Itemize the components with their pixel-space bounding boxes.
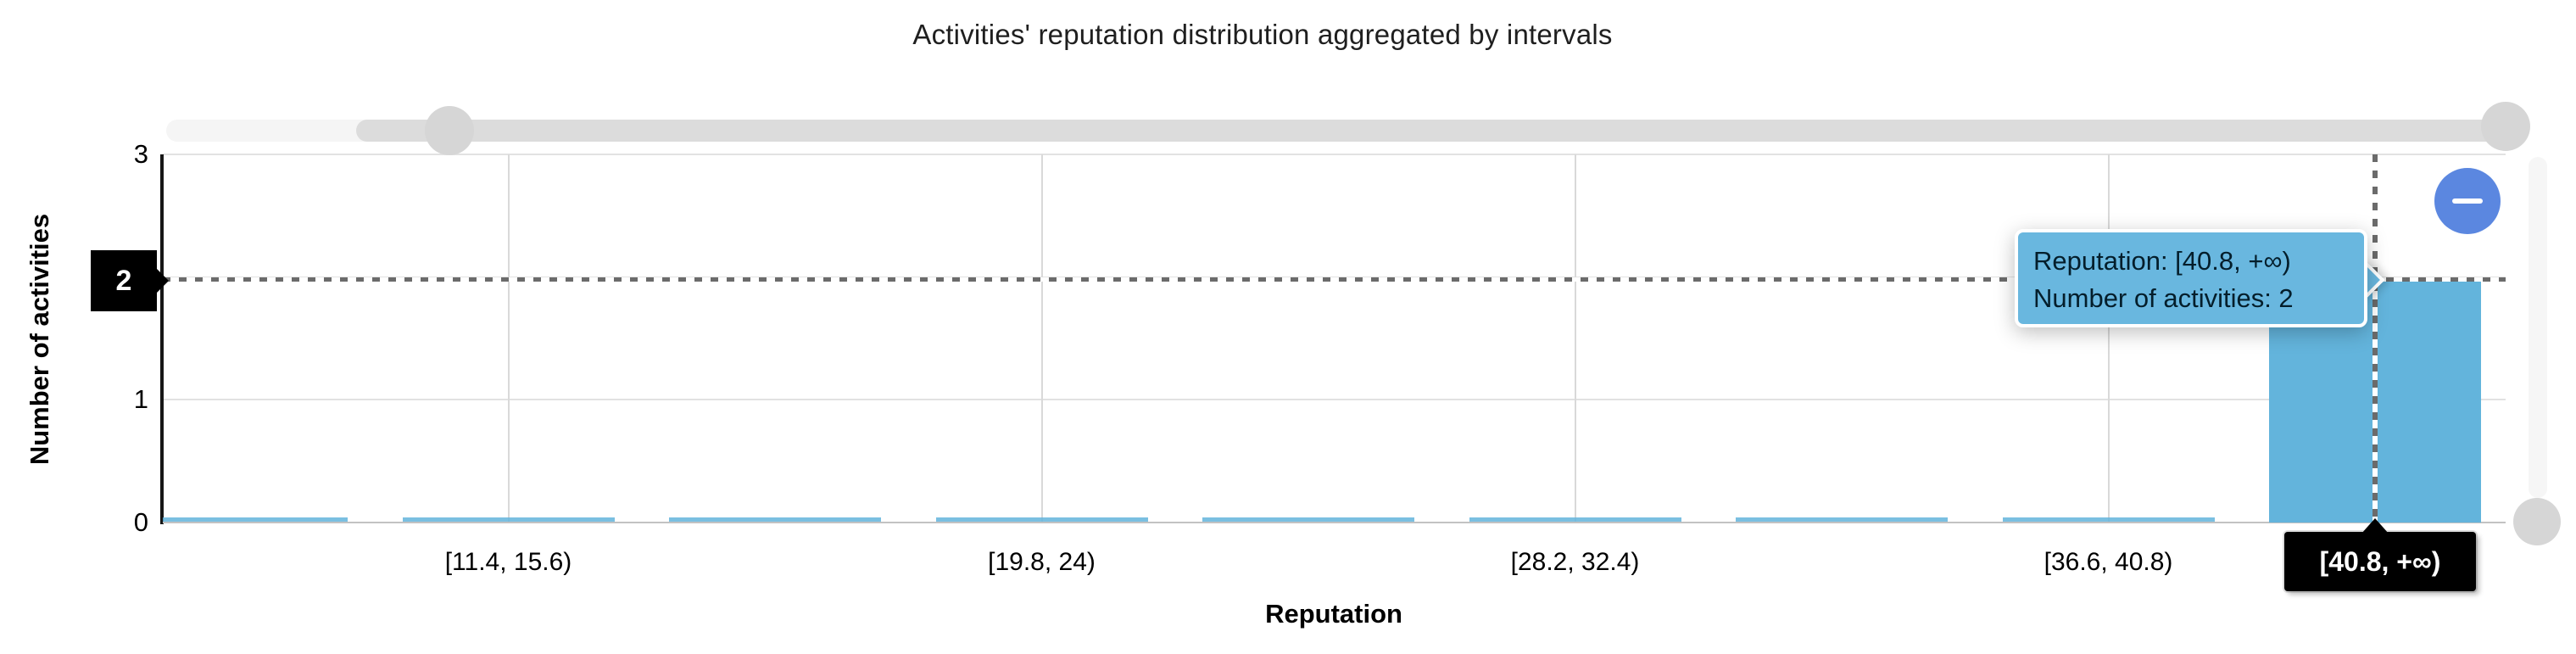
histogram-zero-bar [163, 517, 348, 522]
y-axis-tick-label: 0 [133, 507, 148, 537]
histogram-zero-bar [402, 517, 615, 522]
x-axis-tick-label: [28.2, 32.4) [1510, 548, 1640, 576]
y-range-slider-handle[interactable] [2513, 498, 2561, 545]
x-axis-tick-label: [19.8, 24) [988, 548, 1096, 576]
x-axis-tick-label: [11.4, 15.6) [444, 548, 572, 576]
h-gridline [163, 154, 2506, 155]
zoom-out-button[interactable] [2434, 168, 2501, 234]
y-axis-tick-label: 1 [133, 384, 148, 415]
crosshair-x-badge-arrow [2361, 518, 2389, 534]
v-gridline [1040, 154, 1043, 523]
chart-title: Activities' reputation distribution aggr… [912, 19, 1613, 50]
histogram-zero-bar [1736, 517, 1948, 522]
h-gridline [163, 399, 2506, 401]
minus-icon [2452, 198, 2483, 204]
crosshair-horizontal-line [163, 277, 2506, 282]
y-range-slider-track[interactable] [2529, 157, 2547, 498]
crosshair-y-badge-arrow [157, 269, 169, 293]
y-axis-title: Number of activities [25, 213, 54, 466]
v-gridline [2107, 154, 2110, 523]
v-gridline [1574, 154, 1576, 523]
histogram-zero-bar [935, 517, 1148, 522]
x-axis-line [163, 522, 2506, 523]
tooltip-count-line: Number of activities: 2 [2033, 283, 2294, 313]
tooltip: Reputation: [40.8, +∞) Number of activit… [2015, 229, 2367, 327]
crosshair-x-value-badge: [40.8, +∞) [2284, 532, 2476, 591]
x-axis-tick-label: [36.6, 40.8) [2044, 548, 2173, 576]
histogram-zero-bar [1202, 517, 1414, 522]
crosshair-vertical-line [2372, 154, 2378, 523]
x-range-slider-handle-right[interactable] [2481, 102, 2530, 151]
v-gridline [507, 154, 510, 523]
x-range-slider-handle-left[interactable] [425, 106, 474, 155]
crosshair-y-value-badge: 2 [91, 250, 157, 311]
histogram-zero-bar [669, 517, 881, 522]
h-gridline [163, 276, 2506, 278]
histogram-zero-bar [1469, 517, 1681, 522]
y-axis-tick-label: 3 [133, 139, 148, 169]
x-axis-title: Reputation [1265, 599, 1402, 629]
tooltip-reputation-line: Reputation: [40.8, +∞) [2033, 246, 2291, 276]
x-range-slider-track-selected[interactable] [356, 120, 2506, 142]
histogram-zero-bar [2002, 517, 2215, 522]
y-axis-line [160, 154, 164, 524]
